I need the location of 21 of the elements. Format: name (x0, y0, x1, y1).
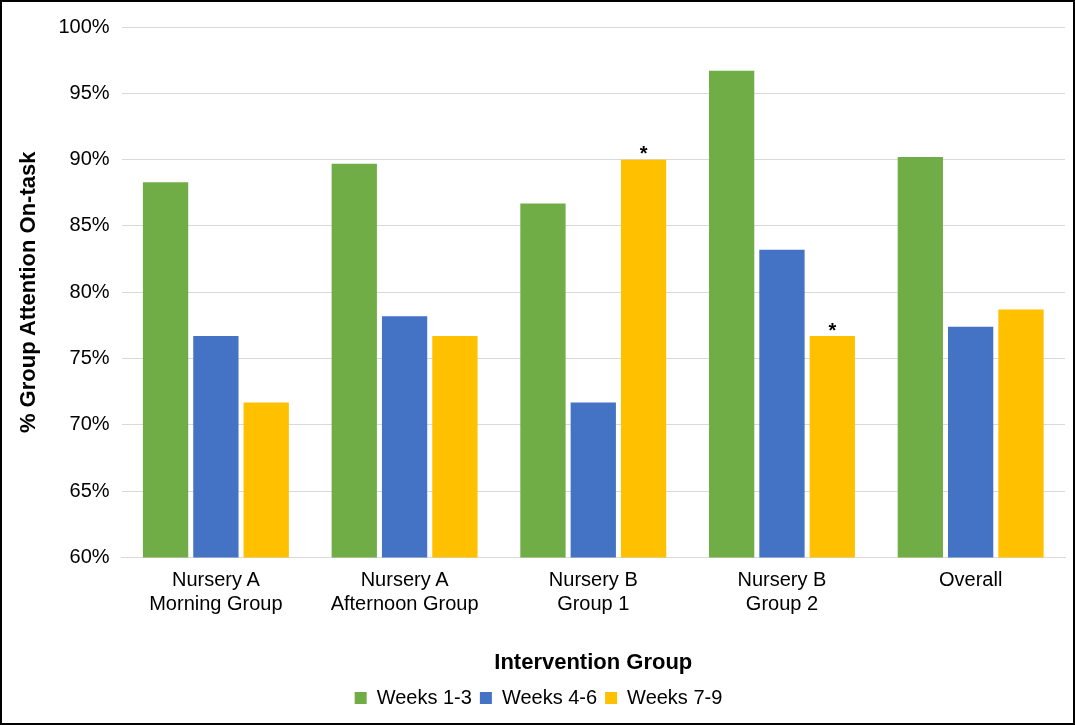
x-axis-title: Intervention Group (494, 648, 693, 674)
y-tick-label: 80% (69, 279, 110, 302)
x-tick-label: Nursery B Group 2 (737, 568, 827, 615)
x-tick-label: Nursery B Group 1 (548, 568, 638, 615)
data-label: * (639, 142, 648, 165)
x-tick-label: Nursery A Afternoon Group (330, 568, 479, 615)
x-tick-label: Overall (938, 568, 1003, 591)
y-tick-label: 75% (69, 346, 110, 369)
legend-label: Weeks 1-3 (376, 685, 472, 708)
y-tick-label: 95% (69, 80, 110, 103)
x-tick-label: Nursery A Morning Group (149, 568, 283, 615)
y-tick-label: 60% (69, 545, 110, 568)
y-tick-label: 70% (69, 412, 110, 435)
y-tick-label: 90% (69, 147, 110, 170)
data-label: * (828, 318, 837, 341)
legend-label: Weeks 7-9 (627, 685, 723, 708)
legend-label: Weeks 4-6 (501, 685, 598, 708)
y-tick-label: 100% (58, 14, 110, 37)
y-axis-title: % Group Attention On-task (15, 150, 41, 434)
y-tick-label: 85% (69, 213, 110, 236)
y-tick-label: 65% (69, 478, 110, 501)
